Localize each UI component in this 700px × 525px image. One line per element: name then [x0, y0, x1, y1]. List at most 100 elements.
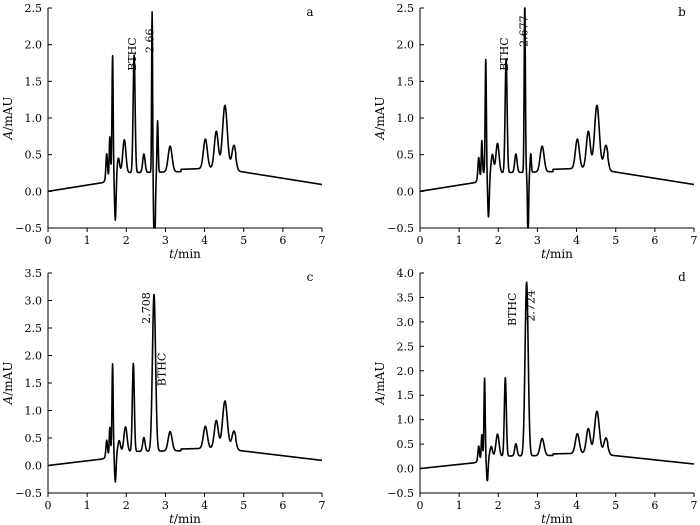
peak-annotation: BTHC	[506, 293, 519, 326]
y-axis-label: A/mAU	[373, 362, 387, 406]
x-tick-label: 2	[123, 234, 130, 247]
y-tick-label: 3.5	[25, 267, 43, 280]
y-tick-label: 4.0	[397, 267, 415, 280]
x-tick-label: 3	[534, 234, 541, 247]
y-tick-label: 0.5	[397, 438, 415, 451]
chromatogram-trace	[419, 281, 695, 482]
y-tick-label: 2.5	[397, 340, 415, 353]
x-tick-label: 1	[456, 499, 463, 512]
y-tick-label: 1.5	[25, 75, 43, 88]
panel-b: −0.5 0.0 0.5 1.0 1.5 2.0 2.5 0 1 2 3 4 5 6 7 t/min A/mAU…	[373, 2, 698, 261]
panel-letter: c	[307, 270, 314, 284]
x-tick-label: 4	[201, 234, 208, 247]
x-axis-label-var: t	[541, 512, 546, 525]
y-axis-label-unit: /mAU	[373, 362, 387, 396]
peak-annotation: 2.66	[144, 29, 157, 54]
x-tick-label: 7	[319, 499, 326, 512]
x-tick-label: 7	[691, 234, 698, 247]
y-tick-label: 3.5	[397, 291, 415, 304]
y-tick-label: −0.5	[15, 222, 42, 235]
y-axis-label: A/mAU	[1, 362, 15, 406]
x-axis-label-unit: /min	[174, 512, 201, 525]
x-axis-label: t/min	[541, 512, 573, 525]
y-tick-label: 1.0	[397, 414, 415, 427]
x-tick-label: 5	[612, 234, 619, 247]
y-tick-label: 1.0	[25, 112, 43, 125]
panel-letter: d	[678, 270, 686, 284]
peak-annotation: 2.677	[518, 15, 531, 47]
y-tick-label: 3.0	[397, 316, 415, 329]
panel-letter: b	[678, 5, 686, 19]
y-tick-label: 2.0	[25, 350, 43, 363]
y-tick-label: 2.5	[397, 2, 415, 15]
x-tick-label: 7	[319, 234, 326, 247]
x-tick-label: 1	[456, 234, 463, 247]
x-axis-label-unit: /min	[546, 247, 573, 261]
chromatogram-trace	[419, 7, 695, 229]
y-axis-label: A/mAU	[1, 97, 15, 141]
peak-annotation: 2.708	[140, 292, 153, 324]
y-tick-label: 1.0	[25, 405, 43, 418]
chromatogram-trace	[47, 293, 323, 483]
x-tick-label: 0	[45, 499, 52, 512]
x-tick-label: 4	[573, 234, 580, 247]
y-tick-label: 1.5	[25, 377, 43, 390]
y-axis-label-unit: /mAU	[1, 97, 15, 131]
y-axis-label-unit: /mAU	[373, 97, 387, 131]
x-tick-label: 0	[45, 234, 52, 247]
y-axis-label-var: A	[373, 395, 387, 405]
x-tick-label: 2	[123, 499, 130, 512]
x-axis-label-var: t	[169, 247, 174, 261]
x-axis-label: t/min	[169, 512, 201, 525]
x-tick-label: 3	[534, 499, 541, 512]
y-tick-label: 1.0	[397, 112, 415, 125]
y-tick-label: 2.0	[397, 365, 415, 378]
peak-annotation: BTHC	[498, 37, 511, 70]
x-axis-label: t/min	[541, 247, 573, 261]
x-tick-label: 6	[279, 234, 286, 247]
y-tick-label: 1.5	[397, 389, 415, 402]
y-tick-label: 0.5	[25, 149, 43, 162]
x-tick-label: 4	[201, 499, 208, 512]
y-axis-label: A/mAU	[373, 97, 387, 141]
peak-annotation: BTHC	[155, 353, 168, 386]
x-tick-label: 1	[84, 499, 91, 512]
x-tick-label: 7	[691, 499, 698, 512]
x-tick-label: 6	[651, 234, 658, 247]
x-axis-label-unit: /min	[174, 247, 201, 261]
peak-annotation: BTHC	[126, 37, 139, 70]
x-axis-label-var: t	[169, 512, 174, 525]
x-tick-label: 3	[162, 234, 169, 247]
x-axis-label: t/min	[169, 247, 201, 261]
panel-c: −0.5 0.0 0.5 1.0 1.5 2.0 2.5 3.0 3.5 0 1 2 3 4 5 6 7 t/mi…	[1, 267, 326, 525]
y-tick-label: 1.5	[397, 75, 415, 88]
x-tick-label: 5	[612, 499, 619, 512]
y-axis-label-var: A	[1, 130, 15, 140]
chromatogram-trace	[47, 11, 323, 229]
y-tick-label: 2.0	[397, 39, 415, 52]
x-tick-label: 0	[417, 499, 424, 512]
x-tick-label: 4	[573, 499, 580, 512]
y-tick-label: 0.0	[25, 460, 43, 473]
x-tick-label: 5	[240, 234, 247, 247]
peak-annotation: 2.724	[525, 290, 538, 322]
x-tick-label: 6	[279, 499, 286, 512]
y-tick-label: −0.5	[387, 487, 414, 500]
panel-a: −0.5 0.0 0.5 1.0 1.5 2.0 2.5 0 1 2 3 4 5 6 7 t/min A/mAU…	[1, 2, 326, 261]
y-tick-label: 3.0	[25, 295, 43, 308]
y-tick-label: −0.5	[387, 222, 414, 235]
y-tick-label: 0.5	[25, 432, 43, 445]
y-tick-label: 0.0	[397, 463, 415, 476]
x-tick-label: 2	[495, 234, 502, 247]
y-tick-label: 0.0	[25, 185, 43, 198]
x-tick-label: 5	[240, 499, 247, 512]
x-tick-label: 2	[495, 499, 502, 512]
y-tick-label: −0.5	[15, 487, 42, 500]
x-tick-label: 3	[162, 499, 169, 512]
x-tick-label: 0	[417, 234, 424, 247]
x-tick-label: 6	[651, 499, 658, 512]
y-axis-label-var: A	[1, 395, 15, 405]
y-tick-label: 2.5	[25, 2, 43, 15]
y-tick-label: 2.0	[25, 39, 43, 52]
